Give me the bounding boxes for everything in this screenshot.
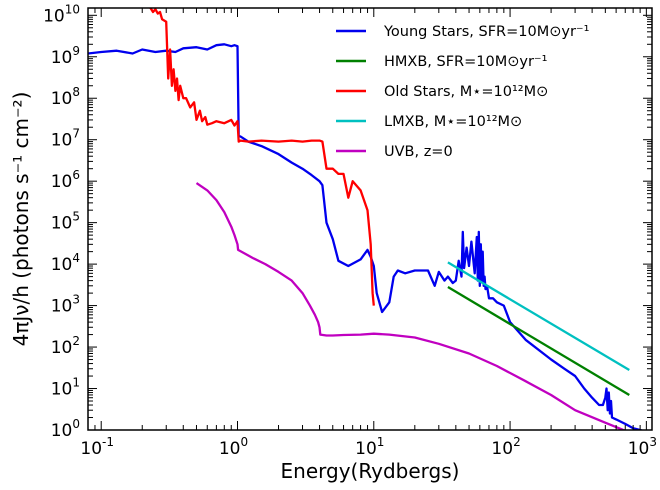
x-axis-label: Energy(Rydbergs) xyxy=(281,459,460,483)
legend: Young Stars, SFR=10M⊙yr⁻¹ HMXB, SFR=10M⊙y… xyxy=(336,24,590,160)
y-tick-label: 108 xyxy=(51,85,80,109)
x-tick-label: 103 xyxy=(628,435,657,459)
y-tick-label: 104 xyxy=(51,251,80,275)
y-tick-label: 106 xyxy=(51,168,80,192)
y-tick-label: 102 xyxy=(51,334,80,358)
legend-label-5: UVB, z=0 xyxy=(384,144,453,160)
y-tick-label: 107 xyxy=(51,127,80,151)
x-tick-label: 102 xyxy=(491,435,520,459)
y-tick-label: 101 xyxy=(51,376,80,400)
x-tick-label: 101 xyxy=(355,435,384,459)
legend-label-1: Young Stars, SFR=10M⊙yr⁻¹ xyxy=(383,24,590,40)
series-line-1 xyxy=(88,43,645,430)
x-tick-label: 10-1 xyxy=(80,435,114,459)
plot-frame xyxy=(87,7,653,431)
y-tick-label: 103 xyxy=(51,293,80,317)
legend-label-3: Old Stars, M⋆=10¹²M⊙ xyxy=(384,84,548,100)
y-tick-label: 1010 xyxy=(43,2,80,26)
series-line-5 xyxy=(195,182,627,430)
x-tick-label: 100 xyxy=(219,435,248,459)
y-axis-label: 4πJν/h (photons s⁻¹ cm⁻²) xyxy=(9,92,33,347)
legend-label-2: HMXB, SFR=10M⊙yr⁻¹ xyxy=(384,54,548,70)
y-tick-label: 100 xyxy=(51,417,80,441)
plot-border xyxy=(87,7,653,431)
series-layer xyxy=(88,8,645,430)
legend-label-4: LMXB, M⋆=10¹²M⊙ xyxy=(384,114,522,130)
series-line-2 xyxy=(447,286,630,396)
y-tick-label: 105 xyxy=(51,210,80,234)
y-tick-label: 109 xyxy=(51,44,80,68)
series-line-4 xyxy=(447,261,630,371)
axis-ticks: 10-1 100 101 102 103100101102103104105106107… xyxy=(43,2,657,459)
series-line-3 xyxy=(149,8,375,306)
